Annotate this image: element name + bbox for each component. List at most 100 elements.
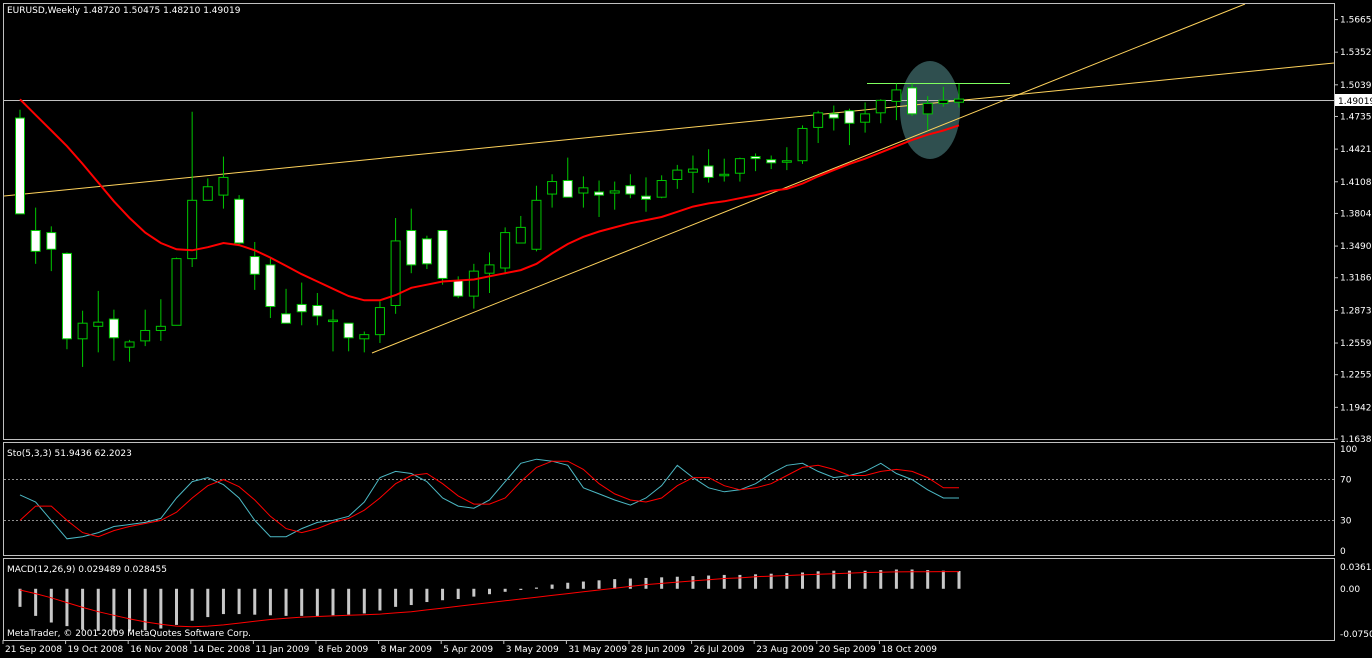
macd-panel-frame: [3, 558, 1335, 641]
macd-bar: [488, 588, 491, 595]
x-tick-label: 8 Mar 2009: [381, 645, 433, 655]
candle-body: [844, 110, 855, 124]
macd-bar: [49, 588, 53, 623]
candle-body: [907, 87, 918, 115]
macd-bar: [441, 588, 445, 601]
candle-body: [124, 341, 135, 348]
candle-body: [562, 180, 573, 198]
stoch-tick-label: 70: [1340, 476, 1352, 486]
candle-body: [202, 186, 213, 201]
candle-body: [531, 199, 542, 250]
candle-body: [30, 230, 41, 252]
candle-body: [719, 173, 730, 177]
stoch-main-line: [19, 458, 959, 540]
candle-body: [187, 199, 198, 260]
candle-body: [922, 102, 933, 115]
candle-body: [938, 99, 949, 104]
macd-bar: [863, 570, 867, 589]
price-tick-label: 1.31865: [1340, 274, 1372, 284]
macd-header: MACD(12,26,9) 0.029489 0.028455: [7, 565, 167, 575]
x-tick-label: 18 Oct 2009: [881, 645, 937, 655]
candle-body: [609, 190, 620, 194]
candle-body: [875, 99, 886, 114]
candle-body: [15, 117, 25, 215]
candle-body: [437, 230, 448, 279]
macd-signal-line: [19, 571, 959, 628]
candle-body: [61, 252, 72, 340]
candle-body: [108, 318, 119, 339]
candle-body: [797, 127, 808, 162]
candle-body: [656, 180, 667, 198]
x-tick-label: 3 May 2009: [506, 645, 559, 655]
price-tick-label: 1.22555: [1340, 371, 1372, 381]
x-tick-label: 19 Oct 2008: [68, 645, 124, 655]
price-tick-label: 1.25595: [1340, 339, 1372, 349]
price-tick-label: 1.38040: [1340, 209, 1372, 219]
stoch-tick-label: 0: [1340, 547, 1346, 557]
macd-tick-label: 0.03615: [1340, 563, 1372, 573]
x-tick-label: 16 Nov 2008: [130, 645, 188, 655]
candle-body: [750, 156, 761, 160]
macd-bar: [566, 582, 570, 589]
macd-tick-label: 0.00: [1340, 585, 1360, 595]
candle-body: [891, 89, 902, 102]
macd-bar: [456, 588, 460, 600]
candle-body: [421, 238, 432, 265]
x-tick-label: 20 Sep 2009: [819, 645, 876, 655]
macd-bar: [597, 580, 601, 589]
macd-bar: [816, 571, 820, 589]
macd-bar: [34, 588, 38, 616]
price-tick-label: 1.56655: [1340, 16, 1372, 26]
price-tick-label: 1.34905: [1340, 242, 1372, 252]
candle-body: [328, 319, 338, 323]
x-tick-label: 11 Jan 2009: [255, 645, 309, 655]
macd-bar: [221, 588, 225, 615]
price-tick-label: 1.50390: [1340, 81, 1372, 91]
x-tick-label: 26 Jul 2009: [694, 645, 745, 655]
candle-body: [171, 258, 182, 326]
candle-body: [687, 168, 698, 173]
current-price-marker: [1335, 94, 1372, 106]
main-header: EURUSD,Weekly 1.48720 1.50475 1.48210 1.…: [7, 6, 241, 16]
candle-body: [218, 176, 229, 196]
candle-body: [265, 264, 276, 308]
candle-body: [359, 334, 370, 340]
candle-body: [374, 307, 385, 336]
price-tick-label: 1.16380: [1340, 435, 1372, 445]
candle-body: [281, 313, 292, 324]
macd-bar: [644, 577, 648, 589]
moving-average-line: [19, 98, 960, 302]
stoch-tick-label: 100: [1340, 445, 1357, 455]
macd-bar: [253, 588, 257, 615]
macd-bar: [284, 588, 288, 616]
candle-body: [77, 322, 88, 340]
candle-body: [813, 112, 824, 128]
macd-bar: [910, 569, 914, 589]
candle-body: [93, 321, 104, 327]
candle-body: [312, 304, 323, 317]
macd-bar: [785, 573, 789, 589]
stoch-panel-frame: [3, 442, 1335, 556]
price-tick-label: 1.28730: [1340, 306, 1372, 316]
candle-body: [734, 158, 745, 174]
macd-bar: [957, 571, 961, 589]
candle-body: [672, 169, 683, 180]
candle-body: [390, 240, 401, 306]
macd-bar: [237, 588, 241, 615]
macd-bar: [832, 570, 836, 589]
macd-bar: [503, 588, 507, 592]
price-tick-label: 1.44215: [1340, 145, 1372, 155]
current-price-label: 1.49019: [1338, 97, 1372, 107]
lower-trendline: [371, 4, 1246, 354]
macd-bar: [879, 570, 883, 589]
macd-bar: [81, 588, 85, 630]
candle-body: [703, 165, 714, 178]
candle-body: [343, 322, 354, 339]
candle-body: [625, 185, 636, 195]
macd-bar: [722, 574, 726, 589]
macd-bar: [331, 588, 335, 616]
candle-body: [296, 303, 307, 313]
candle-body: [46, 232, 57, 250]
candle-body: [578, 187, 589, 194]
